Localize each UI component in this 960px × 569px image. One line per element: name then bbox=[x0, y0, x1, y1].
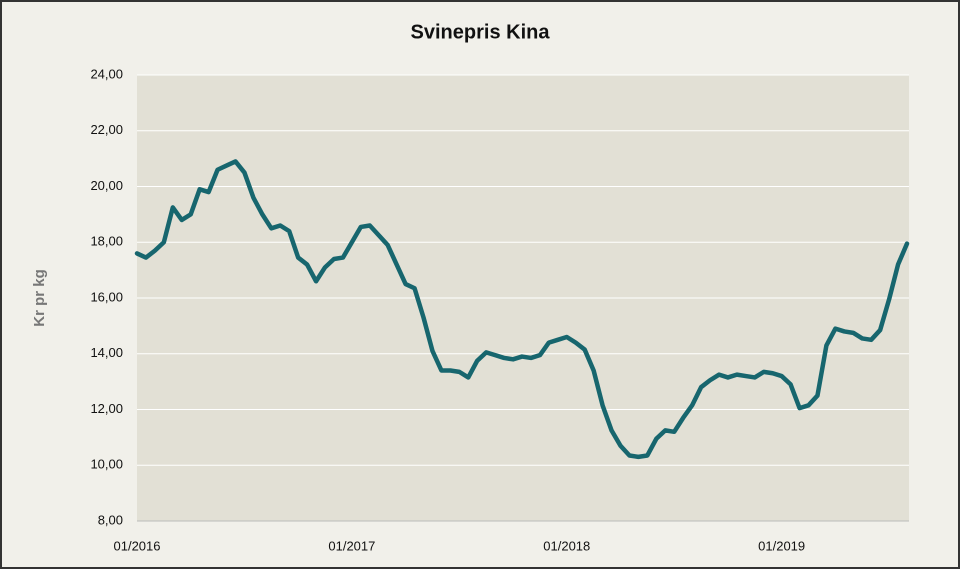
data-line bbox=[134, 159, 910, 460]
y-axis-label: Kr pr kg bbox=[31, 269, 48, 327]
y-tick-label: 14,00 bbox=[90, 345, 123, 360]
y-tick-label: 24,00 bbox=[90, 66, 123, 81]
x-tick-label: 01/2016 bbox=[114, 538, 161, 553]
y-tick-label: 16,00 bbox=[90, 289, 123, 304]
y-tick-label: 22,00 bbox=[90, 122, 123, 137]
x-tick-label: 01/2019 bbox=[758, 538, 805, 553]
y-tick-label: 18,00 bbox=[90, 234, 123, 249]
y-tick-label: 20,00 bbox=[90, 178, 123, 193]
y-tick-label: 10,00 bbox=[90, 457, 123, 472]
y-tick-label: 8,00 bbox=[98, 512, 123, 527]
chart-title: Svinepris Kina bbox=[411, 21, 551, 43]
x-tick-label: 01/2018 bbox=[543, 538, 590, 553]
x-tick-label: 01/2017 bbox=[328, 538, 375, 553]
y-tick-label: 12,00 bbox=[90, 401, 123, 416]
